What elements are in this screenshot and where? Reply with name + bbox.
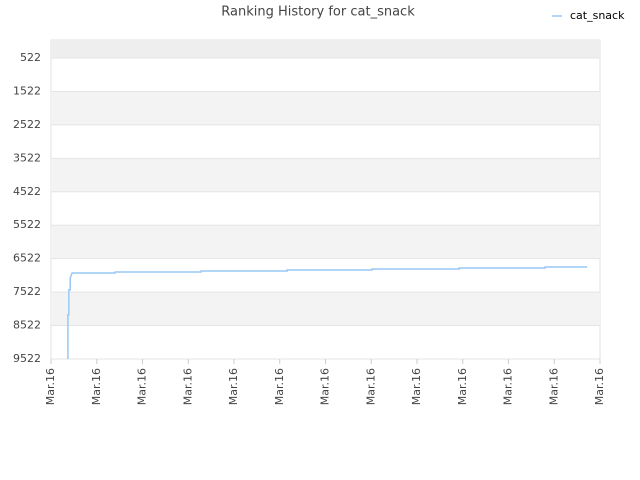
series-line [67, 266, 588, 359]
chart-title: Ranking History for cat_snack [221, 5, 415, 20]
y-tick-label: 1522 [13, 84, 41, 97]
x-tick-label: Mar.16 [364, 368, 377, 405]
x-tick-label: Mar.16 [547, 368, 560, 405]
y-tick-label: 8522 [13, 319, 41, 332]
y-tick-label: 522 [20, 51, 41, 64]
x-tick-label: Mar.16 [90, 368, 103, 405]
x-tick-label: Mar.16 [227, 368, 240, 405]
y-tick-label: 6522 [13, 252, 41, 265]
x-tick-label: Mar.16 [273, 368, 286, 405]
x-tick-label: Mar.16 [181, 368, 194, 405]
x-tick-label: Mar.16 [502, 368, 515, 405]
grid-band [51, 225, 600, 259]
grid-band [51, 158, 600, 192]
y-tick-label: 2522 [13, 118, 41, 131]
x-tick-label: Mar.16 [136, 368, 149, 405]
grid-band [51, 40, 600, 59]
x-tick-label: Mar.16 [319, 368, 332, 405]
legend-label: cat_snack [570, 9, 625, 22]
grid-band [51, 292, 600, 326]
y-tick-label: 9522 [13, 352, 41, 365]
y-tick-label: 3522 [13, 151, 41, 164]
y-tick-label: 4522 [13, 185, 41, 198]
y-tick-label: 5522 [13, 218, 41, 231]
x-tick-label: Mar.16 [593, 368, 606, 405]
x-tick-label: Mar.16 [44, 368, 57, 405]
y-tick-label: 7522 [13, 285, 41, 298]
x-tick-label: Mar.16 [410, 368, 423, 405]
x-tick-label: Mar.16 [456, 368, 469, 405]
grid-band [51, 91, 600, 125]
